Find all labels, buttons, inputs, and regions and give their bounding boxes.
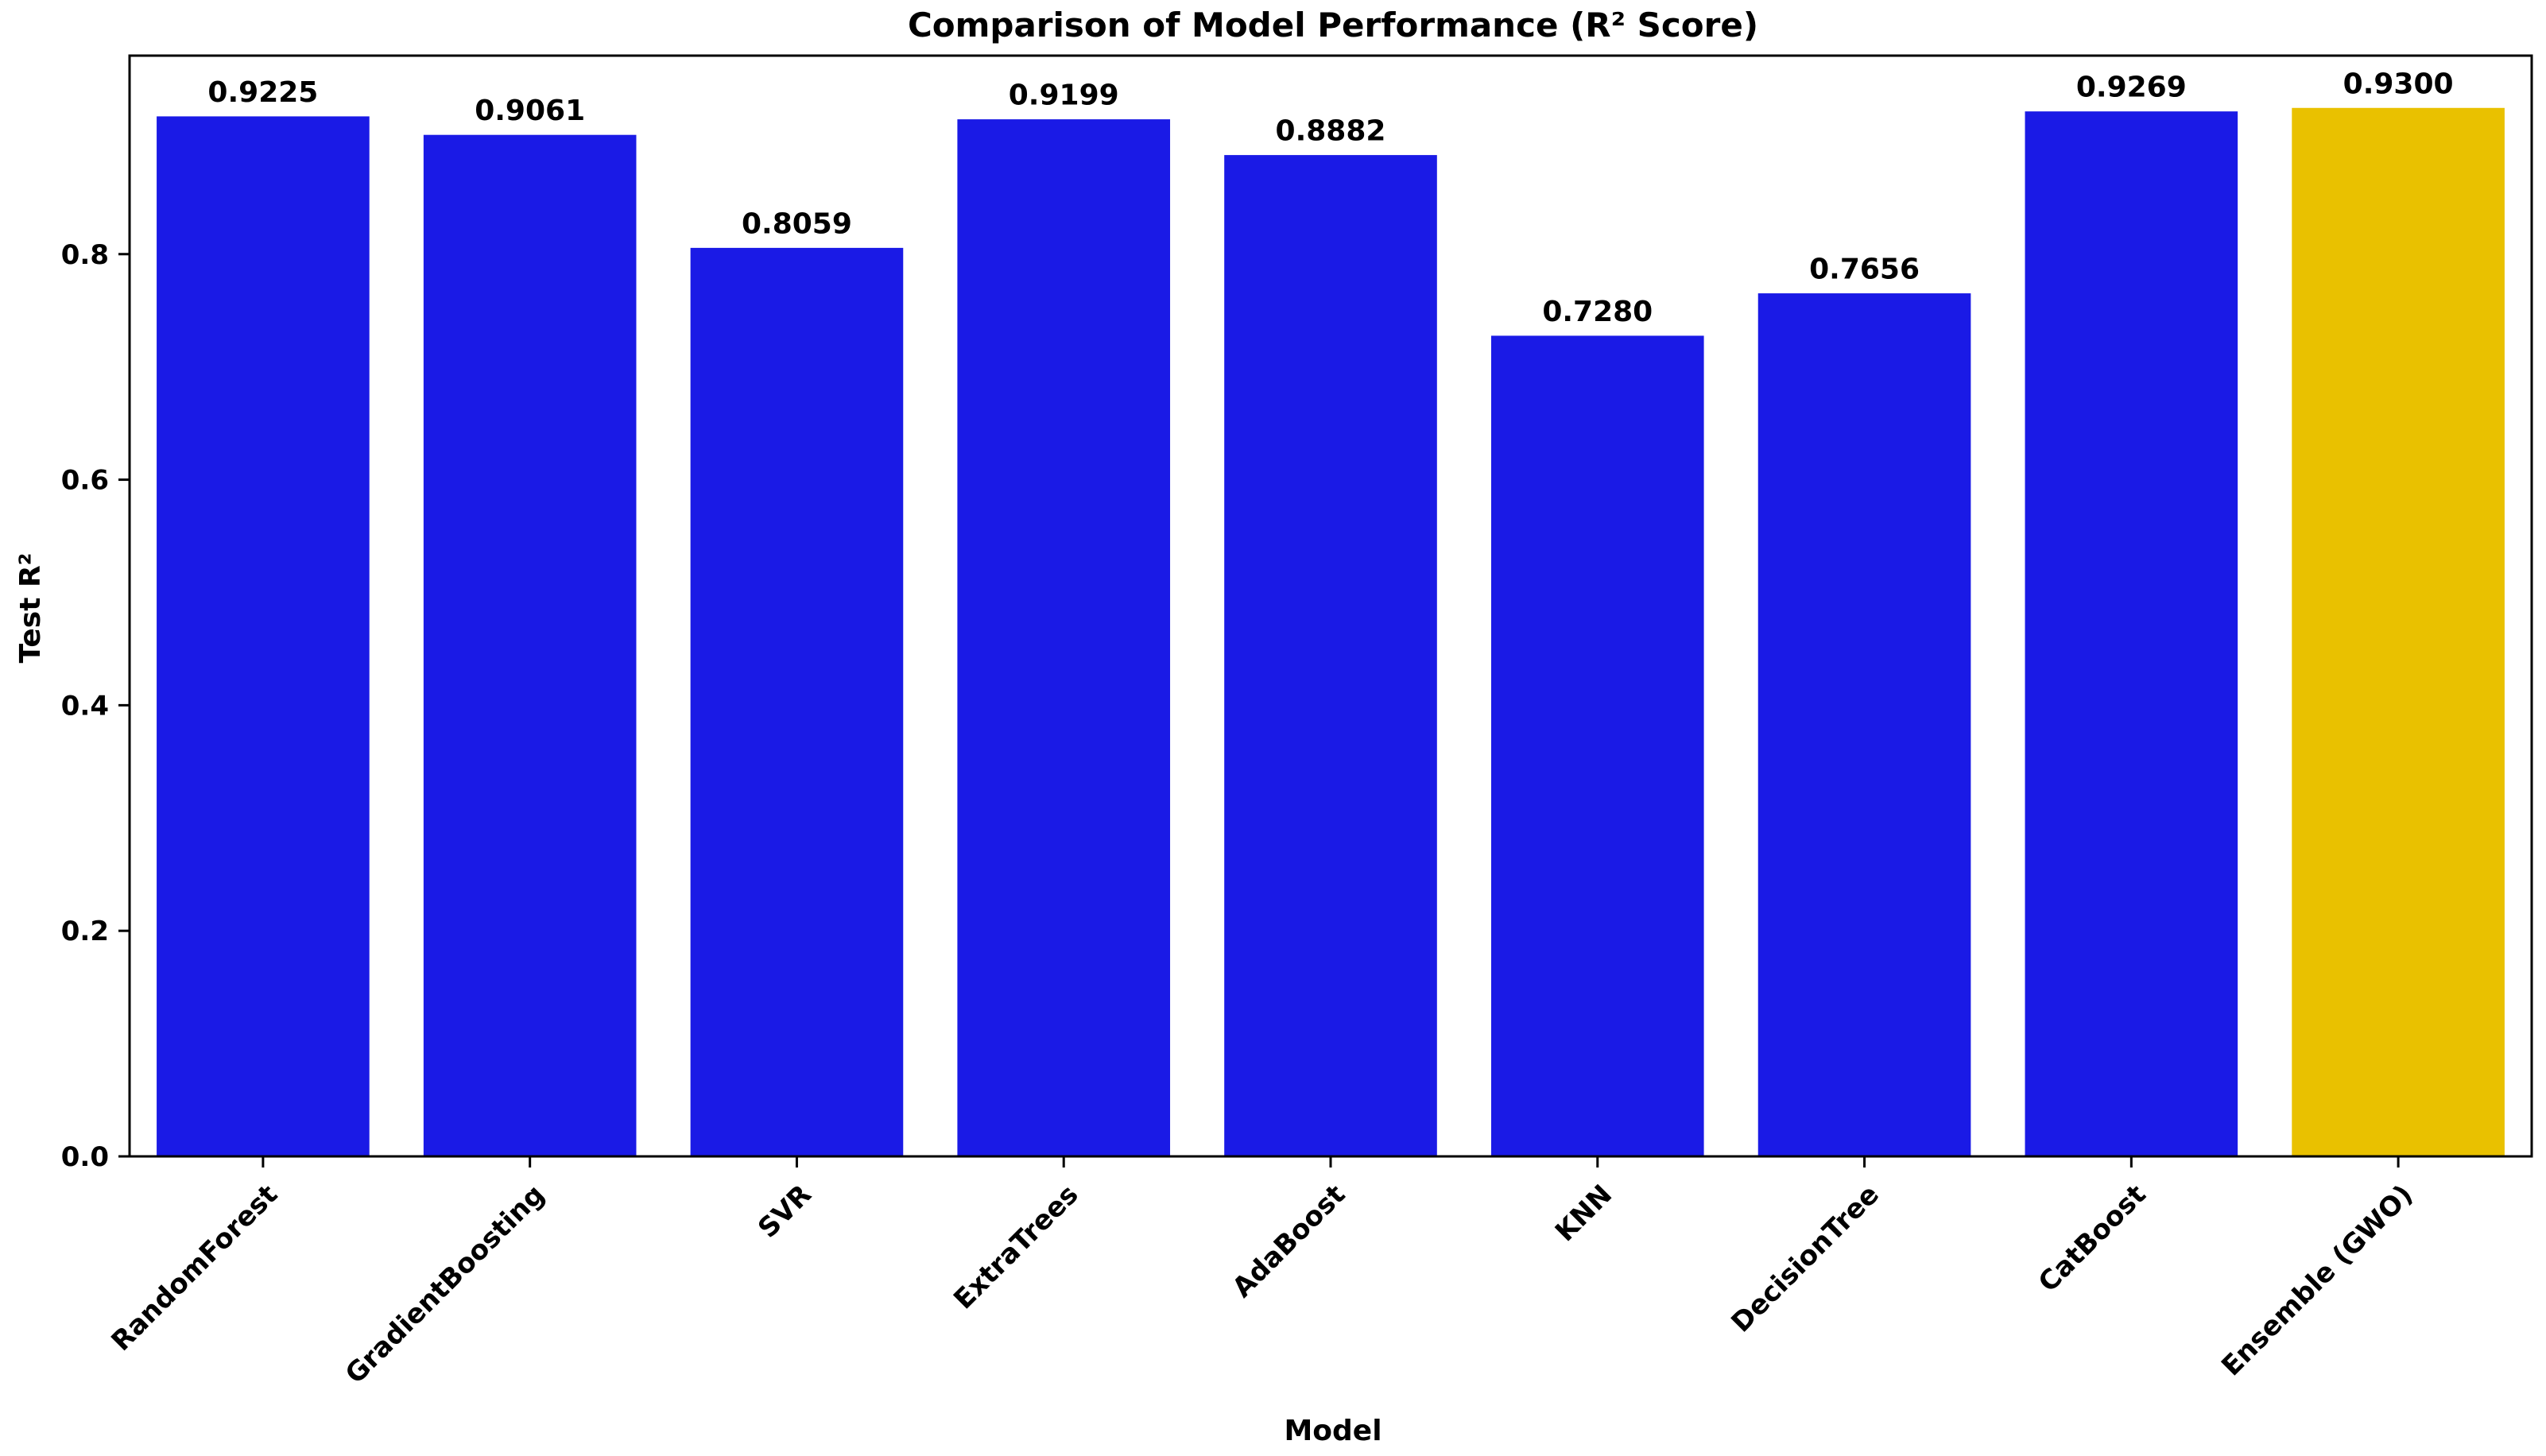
y-tick-label: 0.8 [61, 239, 109, 271]
data-label: 0.9300 [2343, 68, 2454, 100]
data-label: 0.9269 [2076, 72, 2187, 104]
x-tick-label: ExtraTrees [947, 1179, 1084, 1315]
y-tick-label: 0.0 [61, 1141, 109, 1173]
y-tick-label: 0.2 [61, 916, 109, 947]
bar-svr [689, 246, 905, 1157]
x-tick-label: RandomForest [105, 1179, 284, 1357]
y-tick-label: 0.6 [61, 465, 109, 497]
bar-ensemble-gwo [2291, 106, 2505, 1157]
data-label: 0.9199 [1009, 79, 1119, 112]
bar-adaboost [1223, 154, 1438, 1157]
data-label: 0.8059 [742, 207, 852, 240]
bar-randomforest [156, 115, 370, 1157]
x-tick-label: AdaBoost [1226, 1179, 1351, 1303]
bar-knn [1490, 335, 1705, 1157]
bar-extratrees [956, 118, 1172, 1157]
bar-decisiontree [1757, 292, 1972, 1157]
x-tick-label: DecisionTree [1725, 1179, 1885, 1338]
data-label: 0.9225 [207, 76, 318, 109]
bar-catboost [2024, 110, 2239, 1157]
x-axis-label: Model [1284, 1415, 1382, 1447]
data-label: 0.7280 [1542, 296, 1653, 328]
plot-area: 0.9225 0.9061 0.8059 0.9199 0.8882 0.7280 0.76… [61, 54, 2533, 1390]
x-tick-label: Ensemble (GWO) [2215, 1179, 2419, 1382]
data-label: 0.9061 [475, 95, 585, 127]
data-label: 0.7656 [1809, 254, 1920, 286]
x-tick-label: GradientBoosting [339, 1179, 551, 1390]
bar-gradientboosting [422, 134, 637, 1157]
x-tick-label: KNN [1549, 1179, 1618, 1248]
chart-title: Comparison of Model Performance (R² Scor… [908, 6, 1758, 45]
x-tick-label: CatBoost [2033, 1179, 2153, 1299]
plot-frame [128, 54, 2533, 1158]
x-tick-label: SVR [752, 1179, 818, 1245]
y-axis-label: Test R² [14, 553, 47, 664]
data-label: 0.8882 [1276, 115, 1386, 148]
y-tick-label: 0.4 [61, 690, 109, 722]
